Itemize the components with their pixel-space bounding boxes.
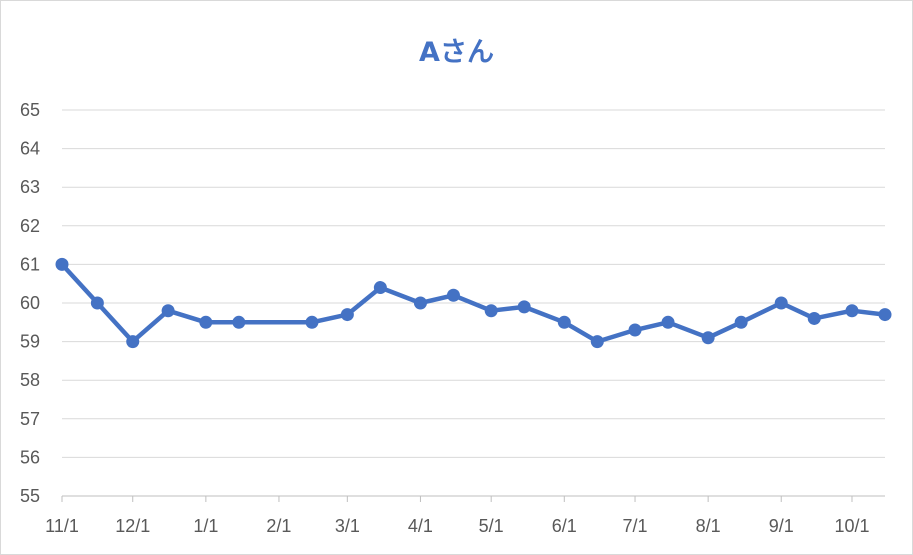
y-tick-label: 62 [20,216,40,236]
x-tick-label: 1/1 [193,516,218,536]
data-point [628,323,642,337]
y-tick-label: 58 [20,370,40,390]
data-point [557,315,571,329]
y-tick-label: 65 [20,100,40,120]
data-point [340,308,354,322]
gridlines [62,109,885,458]
x-axis [61,495,885,502]
x-tick-label: 10/1 [834,516,869,536]
x-tick-label: 5/1 [479,516,504,536]
y-tick-label: 63 [20,177,40,197]
data-point [484,304,498,318]
y-tick-label: 55 [20,486,40,506]
data-point [373,281,387,295]
data-point [845,304,859,318]
data-point [701,331,715,345]
x-tick-label: 8/1 [696,516,721,536]
x-tick-label: 6/1 [552,516,577,536]
data-point [199,315,213,329]
x-tick-label: 2/1 [266,516,291,536]
x-tick-label: 12/1 [115,516,150,536]
data-point [126,335,140,349]
x-tick-label: 7/1 [623,516,648,536]
series-weight [55,257,892,349]
x-tick-label: 3/1 [335,516,360,536]
x-tick-label: 9/1 [769,516,794,536]
y-tick-label: 61 [20,254,40,274]
y-tick-label: 57 [20,409,40,429]
data-point [305,315,319,329]
data-point [774,296,788,310]
y-tick-label: 64 [20,139,40,159]
data-point [55,257,69,271]
y-tick-label: 60 [20,293,40,313]
data-point [90,296,104,310]
y-tick-label: 56 [20,447,40,467]
data-point [232,315,246,329]
x-axis-labels: 11/1 12/1 1/1 2/1 3/1 4/1 5/1 6/1 7/1 8/1 9/1 10/1 [45,516,869,536]
data-point [517,300,531,314]
data-point [878,308,892,322]
y-axis: 55 56 57 58 59 60 61 62 63 64 65 [20,100,40,506]
data-point [807,311,821,325]
y-tick-label: 59 [20,332,40,352]
data-point [661,315,675,329]
data-point [590,335,604,349]
data-point [734,315,748,329]
data-point [161,304,175,318]
chart-title: Aさん [419,37,494,68]
x-tick-label: 11/1 [45,516,79,536]
data-point [446,288,460,302]
data-point [413,296,427,310]
x-tick-label: 4/1 [408,516,433,536]
